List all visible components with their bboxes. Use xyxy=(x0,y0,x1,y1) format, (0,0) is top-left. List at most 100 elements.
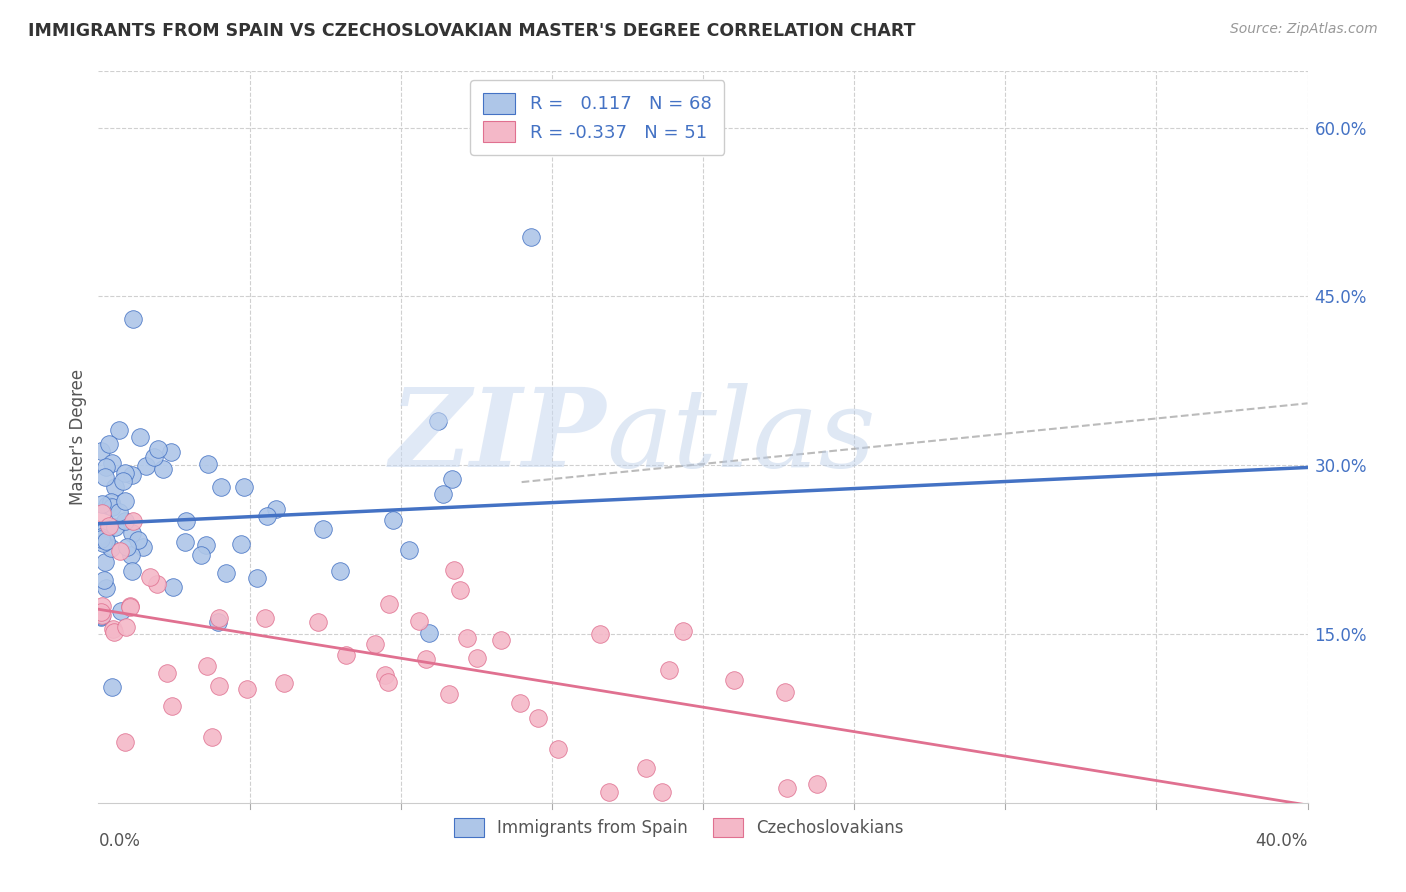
Point xyxy=(589,627,612,641)
Point xyxy=(335,648,357,663)
Point xyxy=(110,603,132,617)
Point xyxy=(658,663,681,677)
Legend: Immigrants from Spain, Czechoslovakians: Immigrants from Spain, Czechoslovakians xyxy=(446,810,912,846)
Point xyxy=(94,470,117,484)
Point xyxy=(232,480,254,494)
Point xyxy=(162,580,184,594)
Point xyxy=(90,610,112,624)
Point xyxy=(195,538,218,552)
Text: Source: ZipAtlas.com: Source: ZipAtlas.com xyxy=(1230,22,1378,37)
Point xyxy=(307,615,329,629)
Point xyxy=(121,564,143,578)
Point xyxy=(90,533,112,547)
Point xyxy=(114,494,136,508)
Point xyxy=(723,673,745,688)
Point xyxy=(104,480,127,494)
Point xyxy=(118,599,141,613)
Point xyxy=(121,526,143,541)
Point xyxy=(672,624,695,639)
Point xyxy=(312,522,335,536)
Point xyxy=(229,537,252,551)
Text: IMMIGRANTS FROM SPAIN VS CZECHOSLOVAKIAN MASTER'S DEGREE CORRELATION CHART: IMMIGRANTS FROM SPAIN VS CZECHOSLOVAKIAN… xyxy=(28,22,915,40)
Point xyxy=(135,459,157,474)
Point xyxy=(93,574,115,588)
Text: 40.0%: 40.0% xyxy=(1256,832,1308,850)
Point xyxy=(103,624,125,639)
Point xyxy=(96,460,118,475)
Point xyxy=(207,615,229,629)
Point xyxy=(190,548,212,562)
Point xyxy=(636,761,658,775)
Point xyxy=(90,599,112,614)
Point xyxy=(449,583,471,598)
Point xyxy=(236,682,259,697)
Point xyxy=(108,543,131,558)
Point xyxy=(156,666,179,681)
Point xyxy=(208,679,231,693)
Point xyxy=(100,456,122,470)
Point xyxy=(114,467,136,481)
Point xyxy=(773,685,796,699)
Point xyxy=(465,650,488,665)
Point xyxy=(364,637,387,651)
Point xyxy=(174,535,197,549)
Point xyxy=(90,609,112,624)
Point xyxy=(132,540,155,554)
Point xyxy=(776,780,799,795)
Point xyxy=(547,742,569,756)
Point xyxy=(418,626,440,640)
Point xyxy=(598,784,620,798)
Point xyxy=(526,711,548,725)
Point xyxy=(373,667,395,681)
Point xyxy=(806,777,828,791)
Point xyxy=(651,784,673,798)
Point xyxy=(254,611,277,625)
Point xyxy=(152,462,174,476)
Point xyxy=(201,731,224,745)
Point xyxy=(382,513,405,527)
Point xyxy=(432,487,454,501)
Point xyxy=(112,474,135,488)
Point xyxy=(139,570,162,584)
Point xyxy=(208,611,231,625)
Point xyxy=(114,514,136,528)
Point xyxy=(101,681,124,695)
Point xyxy=(440,472,463,486)
Point xyxy=(100,541,122,555)
Point xyxy=(489,633,512,648)
Point xyxy=(256,508,278,523)
Point xyxy=(329,564,352,578)
Point xyxy=(129,430,152,444)
Point xyxy=(437,687,460,701)
Point xyxy=(93,529,115,543)
Point xyxy=(415,652,437,666)
Point xyxy=(108,423,131,437)
Point xyxy=(91,506,114,520)
Text: atlas: atlas xyxy=(606,384,876,491)
Point xyxy=(127,533,149,547)
Point xyxy=(378,597,401,611)
Text: ZIP: ZIP xyxy=(389,384,606,491)
Point xyxy=(197,457,219,471)
Point xyxy=(118,600,141,615)
Point xyxy=(114,735,136,749)
Point xyxy=(91,497,114,511)
Point xyxy=(273,675,295,690)
Point xyxy=(160,445,183,459)
Point xyxy=(174,514,197,528)
Point xyxy=(143,450,166,464)
Point xyxy=(104,519,127,533)
Point xyxy=(148,442,170,457)
Point xyxy=(94,521,117,535)
Point xyxy=(96,498,118,512)
Point xyxy=(98,519,121,533)
Point xyxy=(121,312,143,326)
Point xyxy=(94,581,117,595)
Point xyxy=(90,530,112,544)
Point xyxy=(266,502,288,516)
Point xyxy=(98,437,121,451)
Point xyxy=(426,414,449,428)
Point xyxy=(214,566,236,581)
Point xyxy=(100,495,122,509)
Point xyxy=(122,515,145,529)
